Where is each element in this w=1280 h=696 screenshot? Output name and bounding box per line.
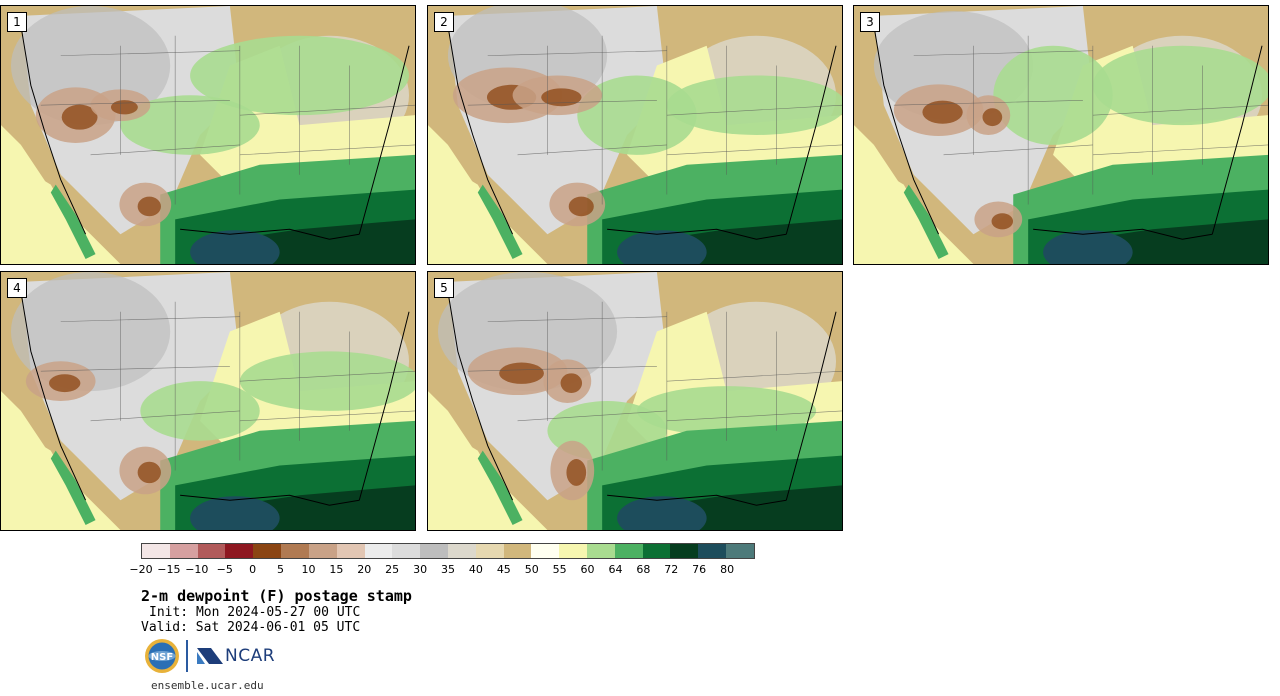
- colorbar-tick-label: 40: [468, 563, 483, 576]
- colorbar-tick-label: −5: [216, 563, 233, 576]
- colorbar-tick-label: 60: [580, 563, 595, 576]
- ncar-mark-icon: [197, 648, 223, 664]
- colorbar-swatch: [475, 544, 504, 558]
- dewpoint-map: [428, 6, 842, 264]
- logo-divider: [186, 640, 188, 672]
- map-panel-3: 3: [853, 5, 1269, 265]
- colorbar-tick-label: 15: [329, 563, 344, 576]
- colorbar-tick-label: 55: [552, 563, 567, 576]
- colorbar-swatch: [281, 544, 309, 558]
- logos: NSF NCAR: [144, 637, 275, 675]
- colorbar-swatch: [587, 544, 615, 558]
- panel-number: 3: [860, 12, 880, 32]
- init-time: Init: Mon 2024-05-27 00 UTC: [149, 605, 361, 620]
- colorbar-swatch: [225, 544, 254, 558]
- colorbar-tick-label: 0: [249, 563, 257, 576]
- colorbar-swatch: [559, 544, 587, 558]
- valid-time: Valid: Sat 2024-06-01 05 UTC: [141, 620, 361, 635]
- colorbar-swatch: [392, 544, 421, 558]
- colorbar-tick-label: −10: [185, 563, 209, 576]
- colorbar-swatch: [336, 544, 365, 558]
- map-panel-4: 4: [0, 271, 416, 531]
- dewpoint-map: [854, 6, 1268, 264]
- map-panel-2: 2: [427, 5, 843, 265]
- colorbar-tick-label: 5: [277, 563, 285, 576]
- dewpoint-map: [1, 6, 415, 264]
- svg-text:NSF: NSF: [151, 652, 173, 663]
- colorbar-swatch: [364, 544, 393, 558]
- dewpoint-map: [428, 272, 842, 530]
- map-panel-1: 1: [0, 5, 416, 265]
- colorbar-swatch: [698, 544, 727, 558]
- colorbar-swatch: [142, 544, 170, 558]
- colorbar-swatch: [503, 544, 532, 558]
- colorbar-swatch: [642, 544, 671, 558]
- colorbar-tick-label: 35: [441, 563, 455, 576]
- panel-number: 5: [434, 278, 454, 298]
- ncar-logo: NCAR: [197, 646, 275, 666]
- colorbar-tick-label: 10: [301, 563, 316, 576]
- colorbar-swatch: [253, 544, 282, 558]
- colorbar: [141, 543, 755, 559]
- nsf-logo-icon: NSF: [145, 639, 179, 673]
- ncar-wordmark: NCAR: [225, 646, 276, 666]
- colorbar-tick-label: −15: [157, 563, 181, 576]
- colorbar-tick-label: 45: [496, 563, 511, 576]
- colorbar-swatch: [726, 544, 754, 558]
- page-title: 2-m dewpoint (F) postage stamp: [141, 587, 412, 605]
- dewpoint-map: [1, 272, 415, 530]
- panel-number: 4: [7, 278, 27, 298]
- colorbar-swatch: [447, 544, 476, 558]
- colorbar-swatch: [670, 544, 699, 558]
- colorbar-ticks: −20 −15 −10 −5 0 5 10 15 20 25 30 35 40 45 50 55 60 64 68 7…: [129, 563, 755, 577]
- site-url: ensemble.ucar.edu: [151, 679, 264, 692]
- colorbar-swatch: [169, 544, 198, 558]
- colorbar-swatch: [531, 544, 560, 558]
- panel-number: 1: [7, 12, 27, 32]
- colorbar-tick-label: 25: [385, 563, 400, 576]
- map-panel-5: 5: [427, 271, 843, 531]
- colorbar-tick-label: 76: [692, 563, 707, 576]
- colorbar-swatch: [420, 544, 448, 558]
- colorbar-swatch: [308, 544, 337, 558]
- colorbar-tick-label: 30: [413, 563, 428, 576]
- colorbar-tick-label: 20: [357, 563, 372, 576]
- colorbar-tick-label: 64: [608, 563, 623, 576]
- colorbar-tick-label: 68: [636, 563, 651, 576]
- colorbar-swatch: [614, 544, 643, 558]
- colorbar-tick-label: 80: [720, 563, 735, 576]
- colorbar-tick-label: −20: [129, 563, 153, 576]
- colorbar-tick-label: 72: [664, 563, 679, 576]
- colorbar-swatch: [197, 544, 226, 558]
- panel-number: 2: [434, 12, 454, 32]
- colorbar-tick-label: 50: [524, 563, 539, 576]
